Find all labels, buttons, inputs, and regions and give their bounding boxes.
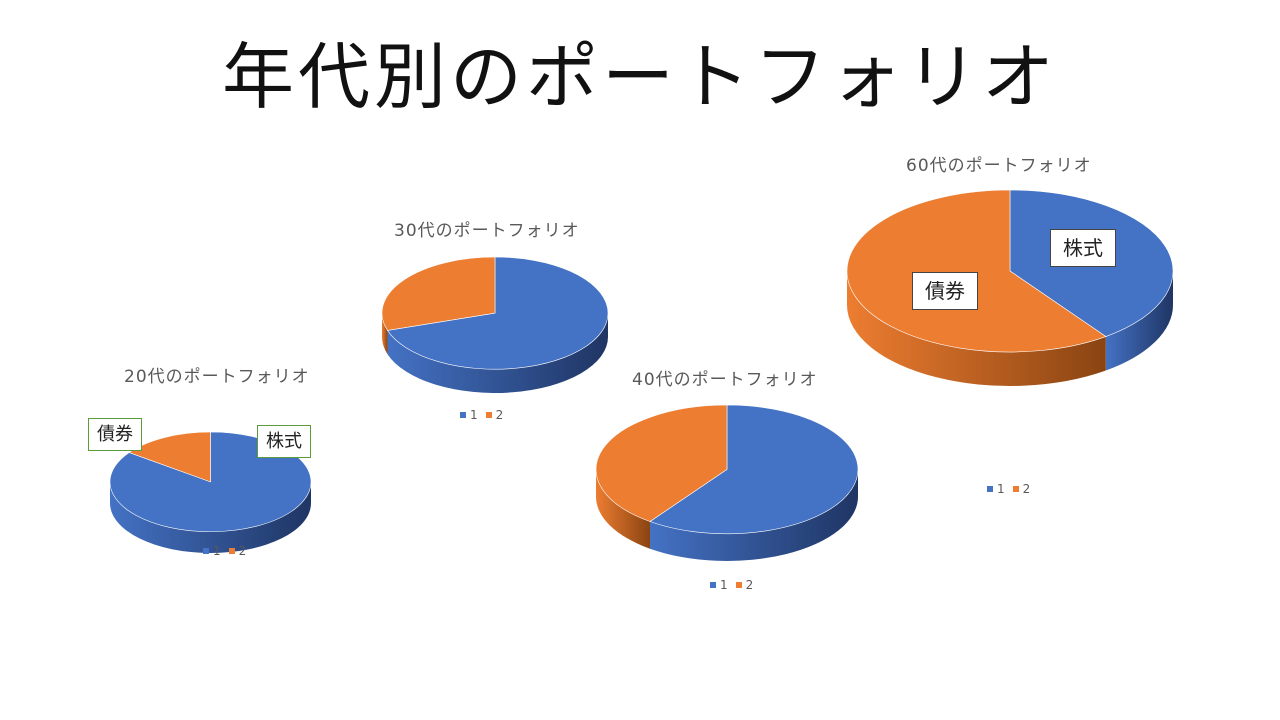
legend-swatch-1 — [203, 548, 209, 554]
chart-title-20s: 20代のポートフォリオ — [124, 367, 310, 387]
slice-2-side — [847, 271, 1106, 386]
callout-bonds-60s: 債券 — [912, 272, 978, 310]
slice-1-side — [110, 481, 311, 553]
legend-swatch-2 — [228, 548, 235, 554]
legend-swatch-2 — [485, 412, 492, 418]
legend-swatch-2 — [1012, 486, 1019, 492]
pie-chart-60s — [846, 189, 1174, 386]
slice-1-side — [387, 313, 608, 393]
legend-60s: 1 2 — [987, 482, 1034, 496]
legend-label-2: 2 — [238, 544, 247, 558]
slice-2 — [846, 189, 1107, 353]
legend-30s: 1 2 — [460, 408, 507, 422]
slice-2-side — [596, 469, 651, 549]
pie-chart-30s — [381, 256, 609, 393]
slice-2 — [381, 256, 496, 331]
slice-1 — [649, 404, 859, 535]
legend-label-2: 2 — [495, 408, 504, 422]
chart-title-60s: 60代のポートフォリオ — [906, 156, 1092, 176]
legend-label-1: 1 — [720, 578, 728, 592]
chart-title-40s: 40代のポートフォリオ — [632, 370, 818, 390]
legend-label-1: 1 — [470, 408, 478, 422]
legend-label-2: 2 — [745, 578, 754, 592]
legend-20s: 1 2 — [203, 544, 250, 558]
callout-stocks-60s: 株式 — [1050, 229, 1116, 267]
slice-2-side — [382, 313, 388, 355]
pie-chart-40s — [595, 404, 859, 561]
legend-swatch-2 — [735, 582, 742, 588]
chart-title-30s: 30代のポートフォリオ — [394, 221, 580, 241]
legend-swatch-1 — [710, 582, 716, 588]
legend-swatch-1 — [987, 486, 993, 492]
slice-1 — [387, 256, 609, 370]
slice-1-side — [650, 469, 858, 561]
legend-label-2: 2 — [1022, 482, 1031, 496]
slide-title: 年代別のポートフォリオ — [221, 35, 1058, 119]
legend-swatch-1 — [460, 412, 466, 418]
slice-2 — [595, 404, 728, 522]
callout-bonds-20s: 債券 — [88, 418, 142, 452]
callout-stocks-20s: 株式 — [257, 425, 311, 459]
legend-label-1: 1 — [997, 482, 1005, 496]
legend-label-1: 1 — [213, 544, 221, 558]
legend-40s: 1 2 — [710, 578, 757, 592]
